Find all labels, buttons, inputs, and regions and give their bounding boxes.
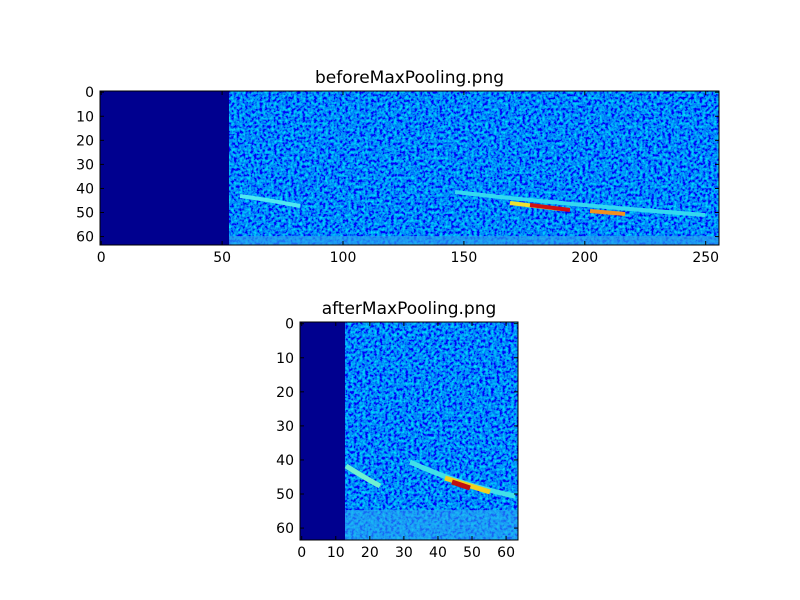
x-tick-label: 40 [429, 545, 447, 561]
y-tick-label: 40 [276, 453, 294, 469]
x-tick-label: 30 [395, 545, 413, 561]
x-tick-label: 10 [327, 545, 345, 561]
y-tick-label: 40 [76, 181, 94, 197]
x-tick-label: 50 [213, 250, 231, 266]
y-tick-label: 50 [276, 487, 294, 503]
x-tick-label: 0 [97, 250, 106, 266]
chart-title: beforeMaxPooling.png [315, 68, 504, 88]
chart-title: afterMaxPooling.png [322, 299, 497, 319]
y-tick-label: 20 [76, 133, 94, 149]
image [100, 91, 719, 245]
x-tick-label: 200 [571, 250, 598, 266]
y-tick-label: 60 [76, 230, 94, 246]
y-tick-label: 10 [276, 351, 294, 367]
x-tick-label: 50 [463, 545, 481, 561]
y-tick-label: 30 [276, 419, 294, 435]
x-tick-label: 60 [497, 545, 515, 561]
x-tick-label: 250 [692, 250, 719, 266]
y-tick-label: 0 [85, 85, 94, 101]
image [300, 322, 518, 540]
y-tick-label: 60 [276, 521, 294, 537]
x-tick-label: 150 [451, 250, 478, 266]
y-tick-label: 50 [76, 206, 94, 222]
y-tick-label: 30 [76, 157, 94, 173]
y-tick-label: 0 [285, 317, 294, 333]
x-tick-label: 0 [297, 545, 306, 561]
x-tick-label: 100 [330, 250, 357, 266]
x-tick-label: 20 [361, 545, 379, 561]
y-tick-label: 10 [76, 109, 94, 125]
y-tick-label: 20 [276, 385, 294, 401]
